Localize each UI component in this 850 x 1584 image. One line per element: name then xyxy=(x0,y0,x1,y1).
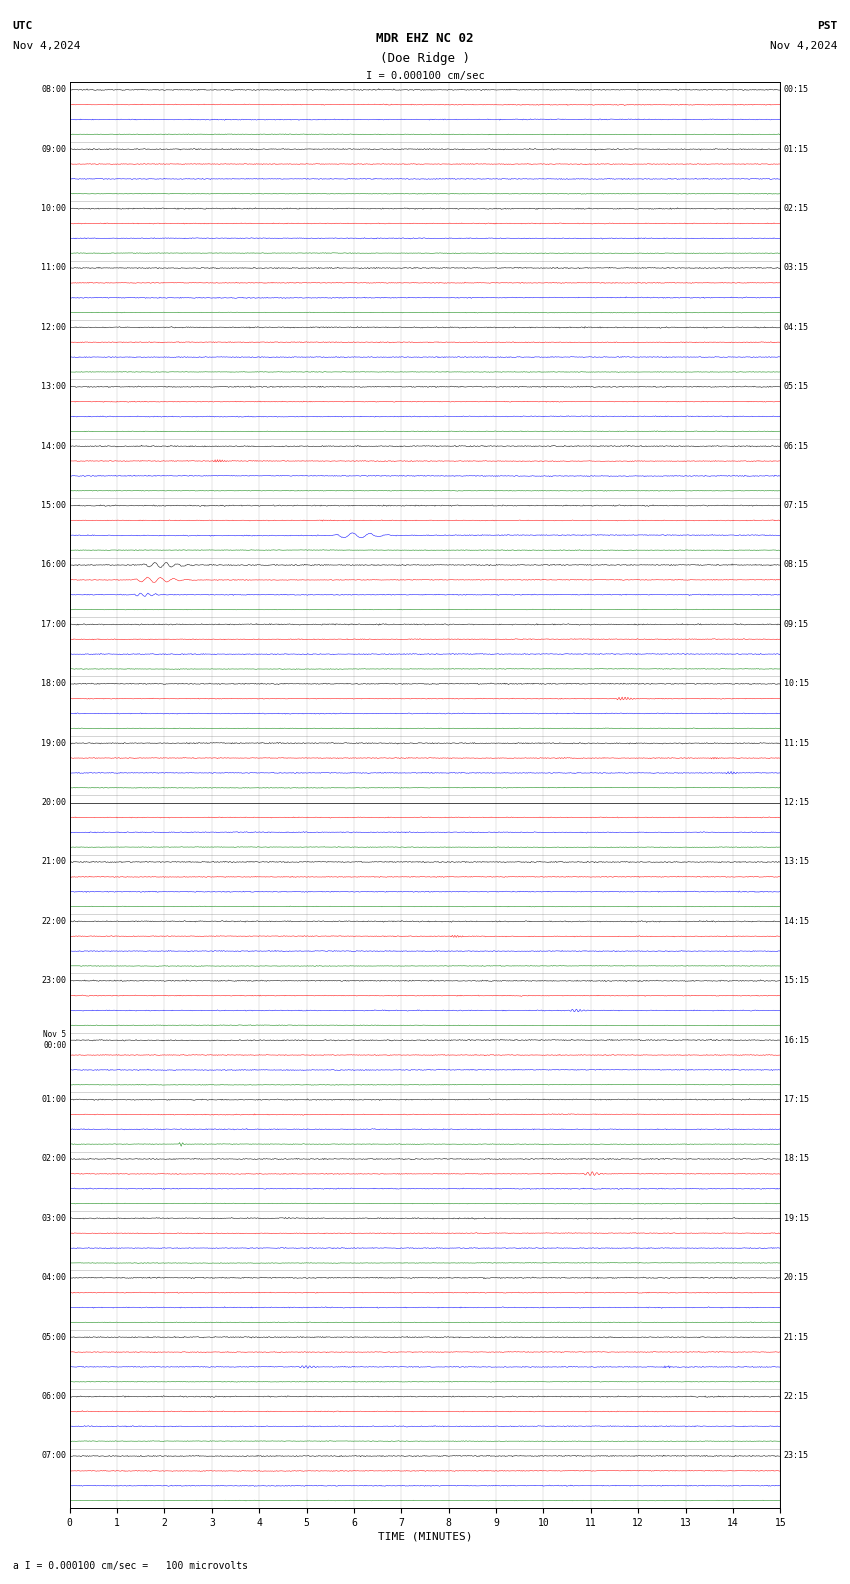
Text: 16:15: 16:15 xyxy=(784,1036,809,1045)
Text: 01:00: 01:00 xyxy=(41,1095,66,1104)
Text: Nov 4,2024: Nov 4,2024 xyxy=(770,41,837,51)
Text: 05:00: 05:00 xyxy=(41,1332,66,1342)
Text: 22:00: 22:00 xyxy=(41,917,66,927)
Text: 20:15: 20:15 xyxy=(784,1274,809,1283)
Text: a I = 0.000100 cm/sec =   100 microvolts: a I = 0.000100 cm/sec = 100 microvolts xyxy=(13,1562,247,1571)
Text: 02:15: 02:15 xyxy=(784,204,809,214)
Text: PST: PST xyxy=(817,21,837,30)
Text: 05:15: 05:15 xyxy=(784,382,809,391)
Text: 11:15: 11:15 xyxy=(784,738,809,748)
Text: 21:15: 21:15 xyxy=(784,1332,809,1342)
Text: 03:00: 03:00 xyxy=(41,1213,66,1223)
Text: Nov 4,2024: Nov 4,2024 xyxy=(13,41,80,51)
Text: I = 0.000100 cm/sec: I = 0.000100 cm/sec xyxy=(366,71,484,81)
Text: (Doe Ridge ): (Doe Ridge ) xyxy=(380,52,470,65)
Text: 02:00: 02:00 xyxy=(41,1155,66,1164)
Text: 23:00: 23:00 xyxy=(41,976,66,985)
Text: 23:15: 23:15 xyxy=(784,1451,809,1460)
Text: 19:15: 19:15 xyxy=(784,1213,809,1223)
Text: 09:00: 09:00 xyxy=(41,144,66,154)
Text: 06:15: 06:15 xyxy=(784,442,809,451)
Text: 17:00: 17:00 xyxy=(41,619,66,629)
Text: 00:15: 00:15 xyxy=(784,86,809,95)
Text: 18:00: 18:00 xyxy=(41,680,66,689)
Text: 16:00: 16:00 xyxy=(41,561,66,570)
Text: 07:00: 07:00 xyxy=(41,1451,66,1460)
Text: MDR EHZ NC 02: MDR EHZ NC 02 xyxy=(377,32,473,44)
Text: 18:15: 18:15 xyxy=(784,1155,809,1164)
Text: 17:15: 17:15 xyxy=(784,1095,809,1104)
Text: 04:00: 04:00 xyxy=(41,1274,66,1283)
Text: 12:00: 12:00 xyxy=(41,323,66,333)
Text: 09:15: 09:15 xyxy=(784,619,809,629)
Text: 06:00: 06:00 xyxy=(41,1392,66,1402)
Text: 08:15: 08:15 xyxy=(784,561,809,570)
Text: 13:15: 13:15 xyxy=(784,857,809,866)
Text: 10:15: 10:15 xyxy=(784,680,809,689)
Text: 19:00: 19:00 xyxy=(41,738,66,748)
Text: 08:00: 08:00 xyxy=(41,86,66,95)
Text: 04:15: 04:15 xyxy=(784,323,809,333)
Text: 07:15: 07:15 xyxy=(784,501,809,510)
Text: 01:15: 01:15 xyxy=(784,144,809,154)
Text: 10:00: 10:00 xyxy=(41,204,66,214)
Text: 14:00: 14:00 xyxy=(41,442,66,451)
Text: 03:15: 03:15 xyxy=(784,263,809,272)
Text: 22:15: 22:15 xyxy=(784,1392,809,1402)
Text: 11:00: 11:00 xyxy=(41,263,66,272)
Text: UTC: UTC xyxy=(13,21,33,30)
Text: 12:15: 12:15 xyxy=(784,798,809,808)
Text: Nov 5
00:00: Nov 5 00:00 xyxy=(43,1031,66,1050)
Text: 14:15: 14:15 xyxy=(784,917,809,927)
Text: 15:15: 15:15 xyxy=(784,976,809,985)
Text: 20:00: 20:00 xyxy=(41,798,66,808)
Text: 13:00: 13:00 xyxy=(41,382,66,391)
Text: 21:00: 21:00 xyxy=(41,857,66,866)
Text: 15:00: 15:00 xyxy=(41,501,66,510)
X-axis label: TIME (MINUTES): TIME (MINUTES) xyxy=(377,1532,473,1541)
